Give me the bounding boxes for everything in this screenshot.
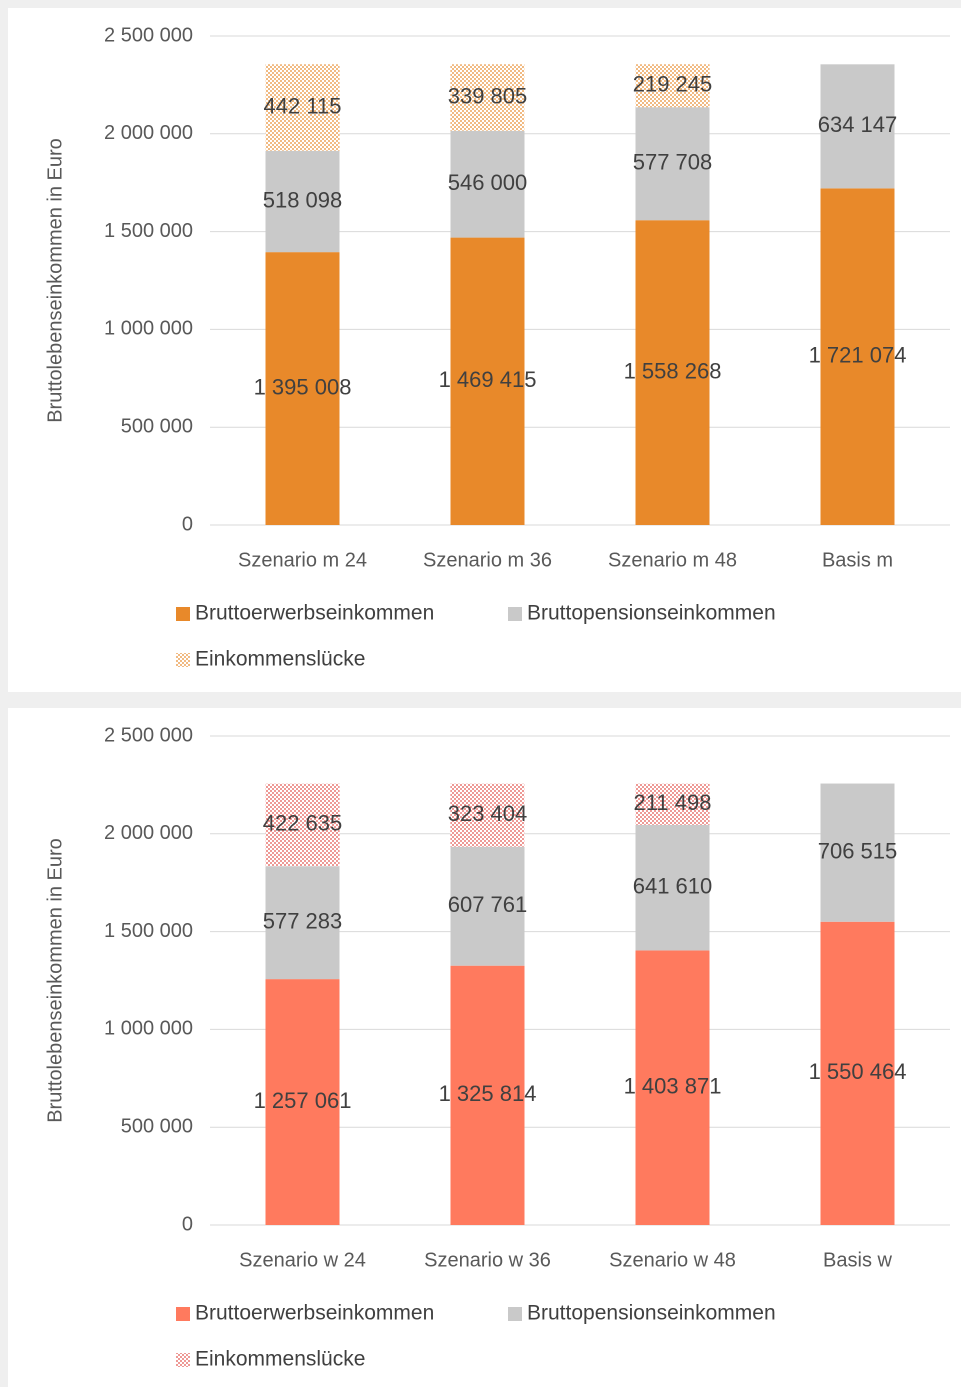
bar-segment <box>265 866 340 980</box>
y-tick-label: 2 500 000 <box>104 724 193 746</box>
x-tick-label: Szenario w 24 <box>239 1249 366 1271</box>
chart-panel: 0 500 000 1 000 000 1 500 000 2 000 000 2 500… <box>8 8 961 692</box>
bar-segment <box>450 130 525 238</box>
bar-segment <box>820 921 895 1225</box>
data-label: 518 098 <box>263 187 343 212</box>
bar-segment <box>265 979 340 1225</box>
bar-segment <box>635 107 710 221</box>
data-label: 607 761 <box>448 892 528 917</box>
y-tick-label: 1 500 000 <box>104 920 193 942</box>
bar-segment <box>265 64 340 151</box>
legend-label: Bruttopensionseinkommen <box>527 1302 776 1325</box>
data-label: 1 257 061 <box>254 1088 352 1113</box>
bar-segment <box>635 783 710 825</box>
data-label: 442 115 <box>264 93 342 118</box>
data-label: 546 000 <box>448 170 528 195</box>
y-axis-title: Bruttolebenseinkommen in Euro <box>44 838 66 1123</box>
y-axis-title: Bruttolebenseinkommen in Euro <box>44 138 66 423</box>
data-label: 1 550 464 <box>809 1059 907 1084</box>
y-tick-label: 2 000 000 <box>104 822 193 844</box>
x-tick-label: Szenario w 36 <box>424 1249 551 1271</box>
data-label: 219 245 <box>633 72 713 97</box>
data-label: 1 395 008 <box>254 374 352 399</box>
legend-label: Bruttoerwerbseinkommen <box>195 602 434 625</box>
chart-panel: 0 500 000 1 000 000 1 500 000 2 000 000 2 500… <box>8 708 961 1387</box>
legend-swatch <box>176 1353 190 1367</box>
legend-swatch <box>176 607 190 621</box>
x-tick-label: Szenario m 36 <box>423 549 552 571</box>
data-label: 1 721 074 <box>809 342 907 367</box>
legend-swatch <box>176 653 190 667</box>
bar-segment <box>635 950 710 1225</box>
legend-label: Bruttopensionseinkommen <box>527 602 776 625</box>
y-tick-label: 1 500 000 <box>104 220 193 242</box>
data-label: 422 635 <box>263 811 343 836</box>
bar-segment <box>450 783 525 847</box>
data-label: 634 147 <box>818 112 898 137</box>
data-label: 1 469 415 <box>439 367 537 392</box>
y-tick-label: 500 000 <box>121 1115 193 1137</box>
bar-segment <box>265 252 340 526</box>
x-tick-label: Basis m <box>822 549 893 571</box>
x-tick-label: Szenario m 48 <box>608 549 737 571</box>
bar-segment <box>820 188 895 526</box>
legend-swatch <box>508 607 522 621</box>
data-label: 339 805 <box>448 83 528 108</box>
legend-swatch <box>508 1307 522 1321</box>
y-tick-label: 500 000 <box>121 415 193 437</box>
data-label: 211 498 <box>634 790 712 815</box>
y-tick-label: 0 <box>182 1213 193 1235</box>
bar-segment <box>265 783 340 867</box>
y-tick-label: 2 500 000 <box>104 24 193 46</box>
data-label: 1 558 268 <box>624 358 722 383</box>
data-label: 577 283 <box>263 908 343 933</box>
bar-segment <box>820 783 895 922</box>
bar-segment <box>450 965 525 1225</box>
legend-label: Einkommenslücke <box>195 648 365 671</box>
data-label: 577 708 <box>633 150 713 175</box>
bar-segment <box>635 220 710 526</box>
y-tick-label: 1 000 000 <box>104 318 193 340</box>
bar-segment <box>820 64 895 189</box>
bar-segment <box>635 824 710 951</box>
x-tick-label: Szenario w 48 <box>609 1249 736 1271</box>
data-label: 1 403 871 <box>624 1074 722 1099</box>
data-label: 641 610 <box>633 873 713 898</box>
x-tick-label: Szenario m 24 <box>238 549 367 571</box>
bar-segment <box>450 237 525 525</box>
y-tick-label: 1 000 000 <box>104 1018 193 1040</box>
x-tick-label: Basis w <box>823 1249 892 1271</box>
bar-segment <box>450 64 525 131</box>
legend-label: Einkommenslücke <box>195 1348 365 1371</box>
y-tick-label: 0 <box>182 513 193 535</box>
chart: 0 500 000 1 000 000 1 500 000 2 000 000 2 500… <box>44 724 950 1371</box>
legend-label: Bruttoerwerbseinkommen <box>195 1302 434 1325</box>
data-label: 323 404 <box>448 801 528 826</box>
bar-segment <box>265 150 340 253</box>
legend-swatch <box>176 1307 190 1321</box>
bar-segment <box>450 846 525 966</box>
data-label: 1 325 814 <box>439 1081 537 1106</box>
bar-segment <box>635 64 710 108</box>
data-label: 706 515 <box>818 838 898 863</box>
chart: 0 500 000 1 000 000 1 500 000 2 000 000 2 500… <box>44 24 950 671</box>
y-tick-label: 2 000 000 <box>104 122 193 144</box>
